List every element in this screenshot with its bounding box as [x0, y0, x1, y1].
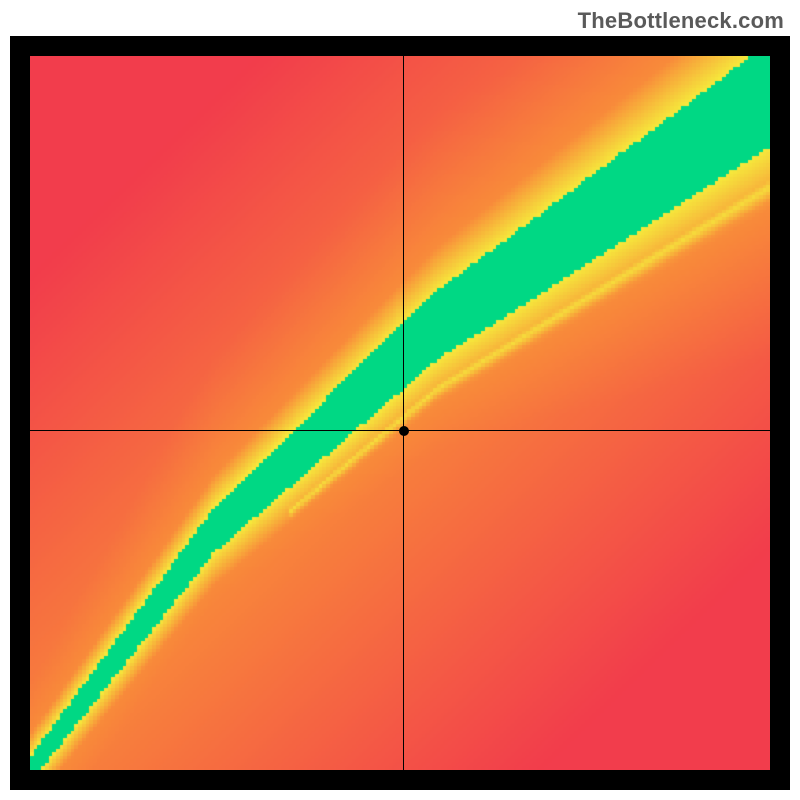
chart-container: TheBottleneck.com	[0, 0, 800, 800]
bottleneck-heatmap	[30, 56, 770, 770]
crosshair-vertical-line	[403, 56, 404, 770]
watermark-text: TheBottleneck.com	[578, 8, 784, 34]
crosshair-marker-dot	[399, 426, 409, 436]
